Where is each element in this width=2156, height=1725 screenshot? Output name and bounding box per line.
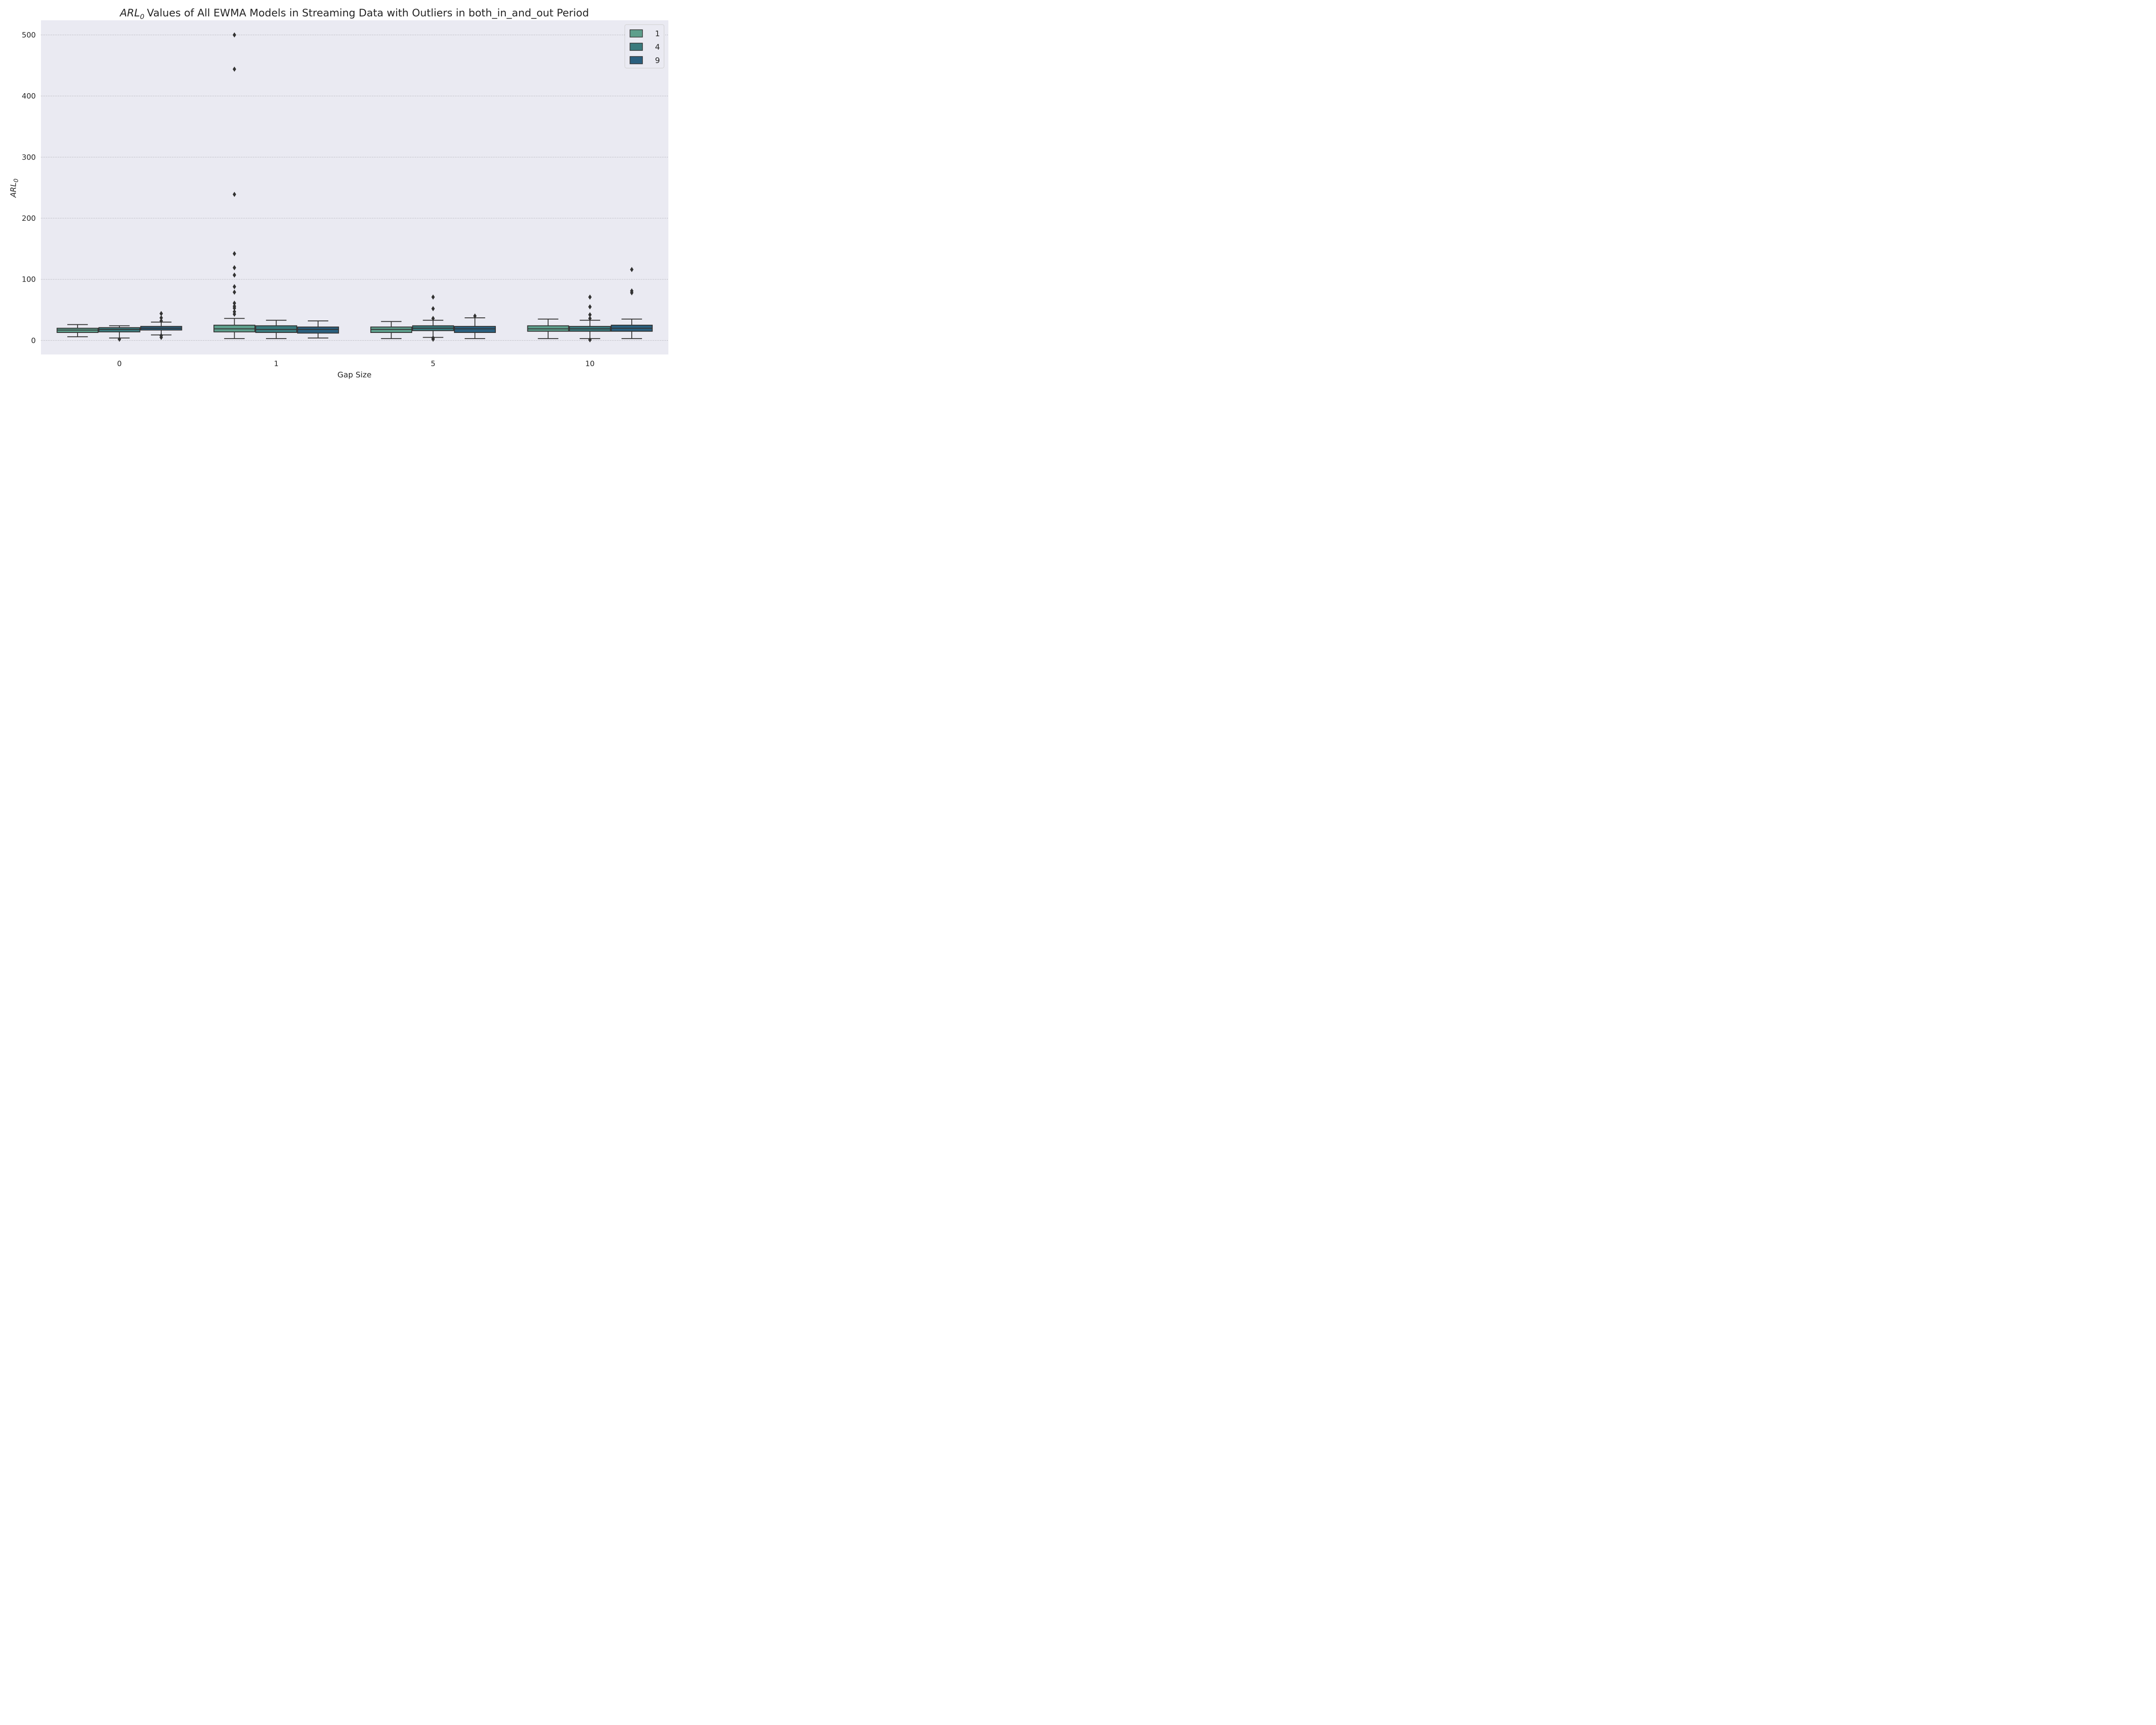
outlier-point [159, 318, 163, 324]
gridlines [41, 34, 668, 341]
outlier-point [630, 288, 634, 294]
plot-background [41, 20, 668, 354]
outlier-point [431, 294, 435, 300]
box-1-gap-5 [370, 321, 412, 339]
x-tick-label: 10 [585, 360, 595, 368]
y-tick-label: 0 [31, 336, 36, 345]
y-axis-ticks: 0 100 200 300 400 500 [22, 31, 36, 345]
box-body [297, 326, 339, 334]
y-axis-label-symbol: ARL [9, 182, 18, 198]
outlier-point [232, 289, 236, 295]
box-4-gap-10 [569, 294, 611, 342]
box-1-gap-0 [56, 324, 99, 337]
outlier-point [232, 191, 236, 197]
box-9-gap-1 [297, 320, 339, 339]
outlier-point [431, 306, 435, 311]
box-9-gap-5 [454, 313, 496, 339]
title-math-subscript: 0 [140, 13, 144, 21]
box-1-gap-10 [527, 318, 569, 339]
legend-swatch [630, 43, 643, 51]
x-tick-label: 1 [274, 360, 279, 368]
outlier-point [232, 32, 236, 38]
y-tick-label: 100 [22, 276, 36, 284]
legend: 1 4 9 [624, 24, 664, 69]
outlier-point [159, 315, 163, 320]
title-math-symbol: ARL [119, 7, 140, 19]
box-plots [56, 32, 653, 342]
outlier-point [232, 309, 236, 314]
outlier-point [159, 311, 163, 317]
x-axis-label: Gap Size [337, 370, 371, 380]
outlier-point [232, 304, 236, 309]
outlier-point [232, 272, 236, 278]
y-tick-label: 300 [22, 153, 36, 162]
outlier-point [117, 336, 121, 342]
title-text: Values of All EWMA Models in Streaming D… [147, 7, 589, 19]
legend-label: 9 [655, 56, 660, 65]
outlier-point [232, 300, 236, 306]
y-tick-label: 400 [22, 92, 36, 101]
x-tick-label: 5 [431, 360, 436, 368]
x-tick-label: 0 [117, 360, 122, 368]
y-tick-label: 500 [22, 31, 36, 40]
outlier-point [232, 284, 236, 289]
x-axis-ticks: 0 1 5 10 [117, 360, 594, 368]
outlier-point [588, 294, 592, 300]
outlier-point [431, 316, 435, 321]
box-1-gap-1 [213, 32, 256, 339]
outlier-point [588, 337, 592, 342]
outlier-point [232, 251, 236, 257]
legend-swatch [630, 29, 643, 38]
outlier-point [232, 66, 236, 72]
legend-swatch [630, 56, 643, 64]
legend-label: 4 [655, 43, 660, 52]
box-9-gap-0 [140, 311, 182, 340]
outlier-point [232, 265, 236, 270]
box-4-gap-0 [98, 325, 141, 342]
box-4-gap-5 [412, 294, 454, 342]
box-9-gap-10 [611, 267, 653, 339]
outlier-point [588, 312, 592, 317]
outlier-point [431, 335, 435, 341]
y-axis-label-subscript: 0 [13, 179, 20, 182]
chart-title: ARL0 Values of All EWMA Models in Streami… [119, 7, 589, 21]
outlier-point [159, 333, 163, 339]
box-4-gap-1 [255, 320, 298, 339]
y-axis-label: ARL0 [9, 179, 20, 198]
box-body [454, 326, 496, 333]
outlier-point [588, 304, 592, 310]
outlier-point [588, 316, 592, 321]
outlier-point [473, 313, 477, 319]
y-tick-label: 200 [22, 214, 36, 223]
legend-label: 1 [655, 29, 660, 38]
outlier-point [630, 267, 634, 273]
